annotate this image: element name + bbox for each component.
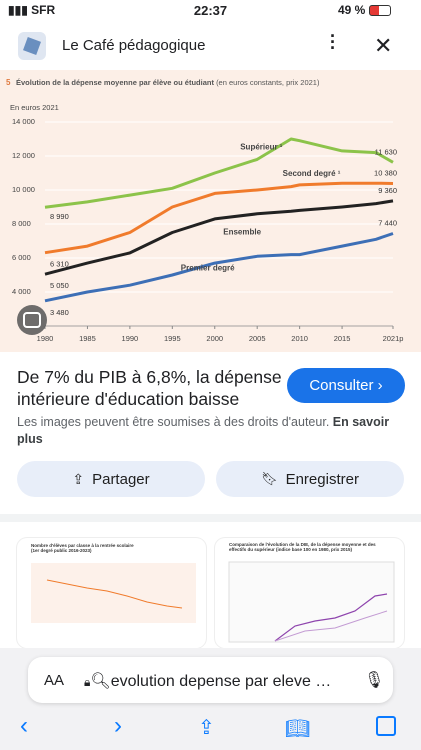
site-name[interactable]: Le Café pédagogique <box>62 37 206 54</box>
lens-button[interactable] <box>17 305 47 335</box>
forward-button[interactable]: › <box>114 712 122 739</box>
battery: 49 % <box>338 3 391 17</box>
y-tick-label: 12 000 <box>12 151 35 160</box>
visit-button[interactable]: Consulter › <box>287 368 405 403</box>
lens-icon <box>23 312 41 328</box>
series-name: Ensemble <box>223 228 261 237</box>
y-tick-label: 6 000 <box>12 253 31 262</box>
y-axis-label: En euros 2021 <box>10 103 59 112</box>
value-label: 6 310 <box>50 260 69 269</box>
close-button[interactable]: ✕ <box>374 33 393 58</box>
x-tick-label: 2000 <box>206 334 223 343</box>
search-query: evolution depense par eleve et etudiant <box>110 673 334 690</box>
save-icon: 🔖︎ <box>261 471 278 486</box>
divider <box>0 514 421 522</box>
thumbnail-title: Comparaison de l'évolution de la DIE, de… <box>229 542 376 552</box>
chart-number: 5 <box>6 78 11 87</box>
more-menu[interactable]: · · · <box>330 26 336 58</box>
bookmarks-button[interactable]: 📖︎ <box>285 718 311 740</box>
value-label: 5 050 <box>50 281 69 290</box>
thumbnail-line <box>274 610 388 642</box>
x-tick-label: 2015 <box>334 334 351 343</box>
copyright-text: Les images peuvent être soumises à des d… <box>17 415 330 429</box>
tabs-button[interactable] <box>376 716 396 736</box>
x-tick-label: 2005 <box>249 334 266 343</box>
text-size-button[interactable]: AA <box>44 672 65 689</box>
carrier-name: SFR <box>31 3 56 17</box>
site-icon <box>18 32 46 60</box>
thumbnail-chart <box>228 561 395 643</box>
back-button[interactable]: ‹ <box>20 712 28 739</box>
clock: 22:37 <box>193 3 228 18</box>
x-tick-label: 1980 <box>37 334 54 343</box>
chart-title: Évolution de la dépense moyenne par élèv… <box>16 78 320 87</box>
result-title[interactable]: De 7% du PIB à 6,8%, la dépense intérieu… <box>17 367 282 409</box>
thumbnail-line <box>46 579 183 609</box>
value-label: 9 360 <box>378 186 397 195</box>
plot: 4 000 6 000 8 000 10 000 12 000 14 000 1980 198… <box>12 117 403 343</box>
carrier: ▮▮▮ SFR <box>8 3 56 17</box>
save-label: Enregistrer <box>285 470 359 488</box>
url-field[interactable]: 🔒︎🔍︎evolution depense par eleve et etudi… <box>84 671 334 691</box>
chart-subtitle: (en euros constants, prix 2021) <box>216 78 320 87</box>
learn-more-link[interactable]: En savoir plus <box>17 415 390 446</box>
save-button[interactable]: 🔖︎ Enregistrer <box>216 461 404 497</box>
copyright-note: Les images peuvent être soumises à des d… <box>17 414 407 448</box>
share-page-button[interactable]: ⇪ <box>198 717 215 739</box>
series-line <box>44 181 394 255</box>
battery-level: 49 % <box>338 3 366 17</box>
value-label: 10 380 <box>374 169 397 178</box>
value-label: 7 440 <box>378 219 397 228</box>
thumbnail[interactable]: Comparaison de l'évolution de la DIE, de… <box>215 538 404 648</box>
x-tick-label: 1990 <box>122 334 139 343</box>
chart-background <box>0 70 421 352</box>
thumbnail-title: Nombre d'élèves par classe à la rentrée … <box>31 543 134 553</box>
series-name: Premier degré <box>181 263 235 272</box>
share-button[interactable]: ⇪ Partager <box>17 461 205 497</box>
share-icon: ⇪ <box>72 470 85 487</box>
address-bar[interactable] <box>28 657 393 703</box>
x-tick-label: 1985 <box>79 334 96 343</box>
x-tick-label: 2010 <box>291 334 308 343</box>
share-label: Partager <box>92 470 150 488</box>
series-line <box>44 199 394 276</box>
value-label: 8 990 <box>50 212 69 221</box>
mic-button[interactable]: 🎙︎ <box>364 672 385 689</box>
thumbnail-line <box>274 593 388 642</box>
series-name: Second degré ¹ <box>283 169 341 178</box>
x-tick-label: 1995 <box>164 334 181 343</box>
thumbnail[interactable]: Nombre d'élèves par classe à la rentrée … <box>17 538 206 648</box>
value-label: 3 480 <box>50 308 69 317</box>
value-label: 11 630 <box>375 147 397 156</box>
series-name: Supérieur ¹ <box>240 143 283 152</box>
series-line <box>44 232 394 303</box>
lock-icon: 🔒︎ <box>84 675 91 689</box>
series-line <box>44 137 394 209</box>
x-tick-label: 2021p <box>383 334 404 343</box>
y-tick-label: 10 000 <box>12 185 35 194</box>
y-tick-label: 14 000 <box>12 117 35 126</box>
chart-title-main: Évolution de la dépense moyenne par élèv… <box>16 78 214 87</box>
y-tick-label: 4 000 <box>12 287 31 296</box>
y-tick-label: 8 000 <box>12 219 31 228</box>
chart-image: 5 Évolution de la dépense moyenne par él… <box>0 70 421 352</box>
thumbnail-chart <box>31 563 196 623</box>
